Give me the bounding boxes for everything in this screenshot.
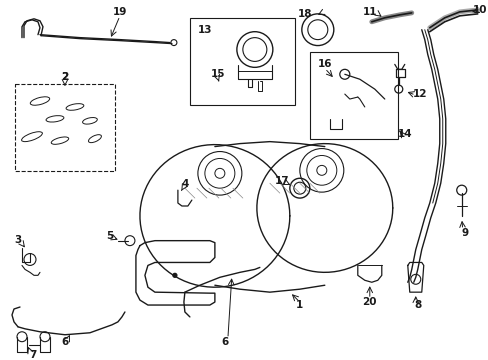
- Text: 13: 13: [197, 25, 212, 35]
- Text: 3: 3: [14, 235, 21, 245]
- Text: 16: 16: [317, 59, 331, 69]
- Text: 18: 18: [297, 9, 311, 19]
- Text: 6: 6: [221, 337, 228, 347]
- Text: 19: 19: [113, 7, 127, 17]
- Text: 17: 17: [274, 176, 288, 186]
- Text: 5: 5: [106, 231, 113, 241]
- Text: 1: 1: [296, 300, 303, 310]
- Text: 14: 14: [397, 129, 411, 139]
- Text: 2: 2: [61, 72, 68, 82]
- Bar: [189, 18, 294, 105]
- Text: 6: 6: [61, 337, 68, 347]
- Text: 9: 9: [460, 228, 468, 238]
- Text: 15: 15: [210, 69, 224, 79]
- Circle shape: [173, 273, 177, 277]
- Bar: [309, 51, 397, 139]
- Text: 4: 4: [181, 179, 188, 189]
- Text: 20: 20: [362, 297, 376, 307]
- Text: 12: 12: [412, 89, 426, 99]
- Text: 10: 10: [471, 5, 486, 15]
- Bar: [15, 84, 115, 171]
- Text: 7: 7: [29, 350, 37, 360]
- Text: 8: 8: [413, 300, 421, 310]
- Text: 2: 2: [61, 72, 68, 82]
- Text: 11: 11: [362, 7, 376, 17]
